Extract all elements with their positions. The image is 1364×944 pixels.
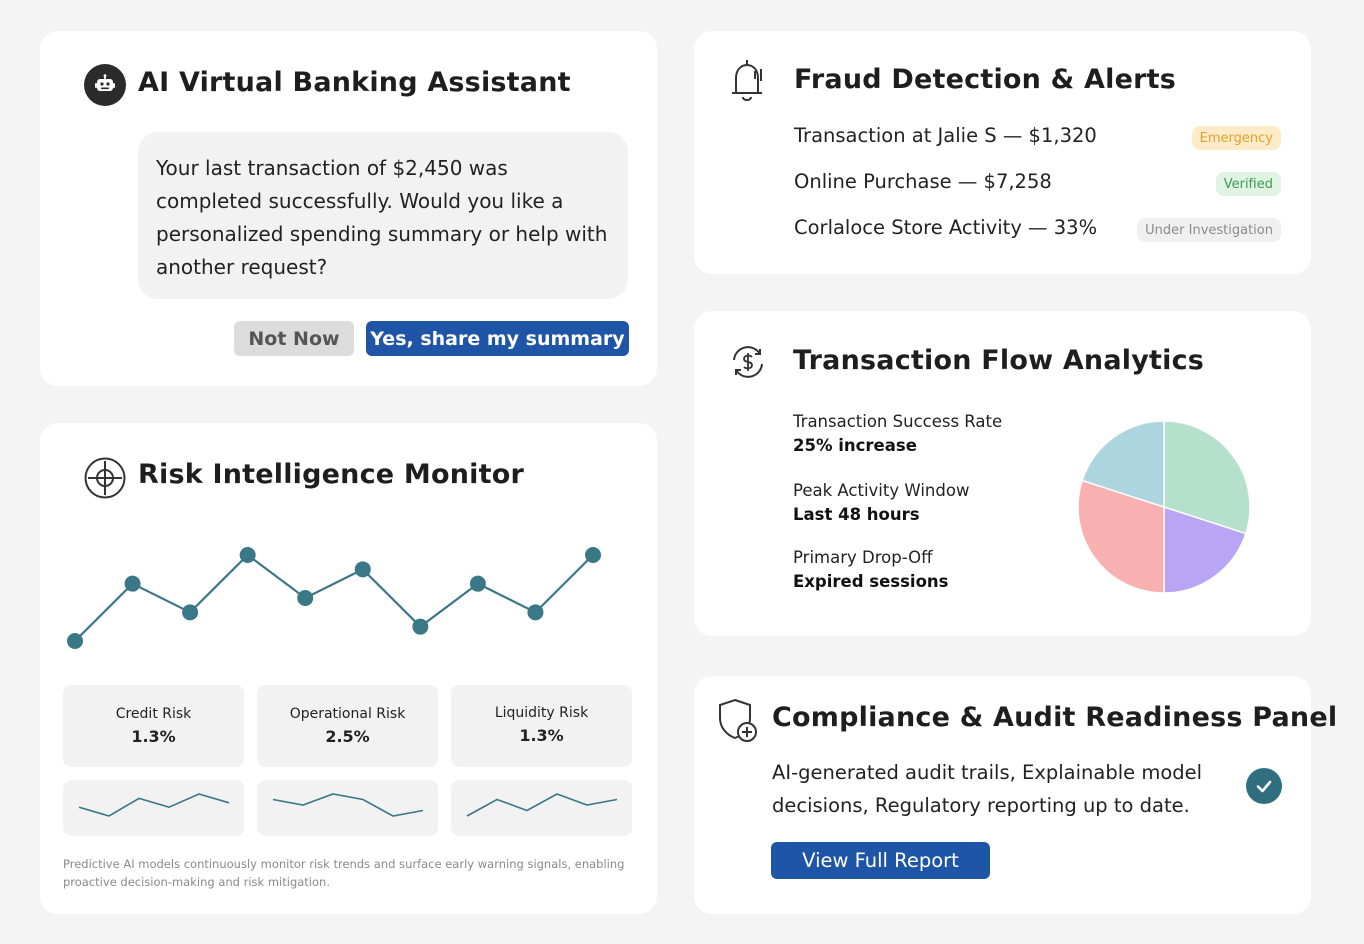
risk-trend-chart xyxy=(67,547,601,649)
pie-slice xyxy=(1077,479,1165,594)
fraud-card: Fraud Detection & Alerts Transaction at … xyxy=(694,31,1311,274)
credit-risk-sparkline xyxy=(63,780,244,836)
sparkline xyxy=(272,793,424,817)
metric-value: 1.3% xyxy=(519,726,564,745)
alert-row: Corlaloce Store Activity — 33% xyxy=(794,216,1098,239)
metric-label: Credit Risk xyxy=(115,706,192,722)
bell-icon xyxy=(728,58,768,110)
status-badge: Emergency xyxy=(1191,126,1281,150)
status-badge: Under Investigation xyxy=(1137,218,1281,242)
not-now-button[interactable]: Not Now xyxy=(234,321,354,356)
flow-title: Transaction Flow Analytics xyxy=(793,345,1205,376)
pie-slice xyxy=(1081,420,1165,509)
stat-label: Peak Activity Window xyxy=(793,481,970,500)
pie-slice xyxy=(1163,505,1247,594)
credit-risk-card: Credit Risk 1.3% xyxy=(63,685,244,767)
share-summary-button[interactable]: Yes, share my summary xyxy=(366,321,629,356)
compliance-card: Compliance & Audit Readiness Panel AI-ge… xyxy=(694,676,1337,914)
robot-icon xyxy=(84,64,126,106)
liquidity-risk-card: Liquidity Risk 1.3% xyxy=(451,685,632,767)
alert-row: Transaction at Jalie S — $1,320 xyxy=(794,124,1097,147)
pie-slice xyxy=(1163,420,1251,535)
trend-line xyxy=(74,553,594,642)
trend-point xyxy=(239,547,256,563)
trend-point xyxy=(585,547,601,563)
operational-risk-sparkline xyxy=(257,780,438,836)
currency-cycle-icon xyxy=(729,343,767,385)
risk-card: Risk Intelligence Monitor Credit Risk 1.… xyxy=(40,423,657,914)
status-badge: Verified xyxy=(1215,172,1281,196)
trend-point xyxy=(182,604,199,621)
stat-label: Transaction Success Rate xyxy=(793,412,1003,431)
trend-point xyxy=(297,590,314,606)
sparkline xyxy=(78,793,230,817)
compliance-description: AI-generated audit trails, Explainable m… xyxy=(772,761,1203,817)
compliance-title: Compliance & Audit Readiness Panel xyxy=(772,702,1338,733)
transaction-pie-chart xyxy=(1077,420,1251,594)
stat-value: Expired sessions xyxy=(793,572,949,591)
metric-value: 1.3% xyxy=(131,727,176,746)
metric-label: Operational Risk xyxy=(289,706,406,722)
view-full-report-button[interactable]: View Full Report xyxy=(771,842,990,879)
assistant-title: AI Virtual Banking Assistant xyxy=(138,67,571,98)
trend-point xyxy=(412,618,429,635)
metric-value: 2.5% xyxy=(325,727,370,746)
assistant-message: Your last transaction of $2,450 was comp… xyxy=(138,132,628,299)
trend-point xyxy=(354,561,371,578)
check-circle-icon xyxy=(1246,768,1282,804)
transaction-flow-card: Transaction Flow Analytics Transaction S… xyxy=(694,311,1311,636)
fraud-title: Fraud Detection & Alerts xyxy=(794,64,1176,95)
liquidity-risk-sparkline xyxy=(451,780,632,836)
risk-title: Risk Intelligence Monitor xyxy=(138,459,524,490)
trend-point xyxy=(67,633,83,649)
stat-value: 25% increase xyxy=(793,436,917,455)
sparkline xyxy=(466,793,618,817)
assistant-card: AI Virtual Banking Assistant Your last t… xyxy=(40,31,657,386)
trend-point xyxy=(469,575,486,592)
trend-point xyxy=(124,575,141,592)
risk-footnote: Predictive AI models continuously monito… xyxy=(63,857,625,889)
trend-point xyxy=(527,604,544,621)
operational-risk-card: Operational Risk 2.5% xyxy=(257,685,438,767)
shield-plus-icon xyxy=(716,698,760,748)
crosshair-icon xyxy=(83,456,127,504)
stat-value: Last 48 hours xyxy=(793,505,920,524)
stat-label: Primary Drop-Off xyxy=(793,548,933,567)
metric-label: Liquidity Risk xyxy=(494,705,589,721)
alert-row: Online Purchase — $7,258 xyxy=(794,170,1052,193)
